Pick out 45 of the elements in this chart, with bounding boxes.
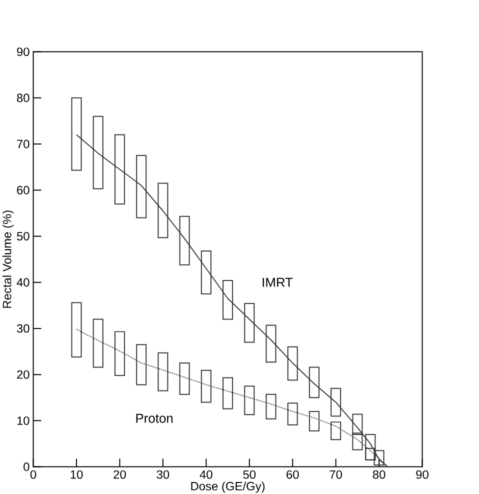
bar — [222, 377, 234, 410]
x-tick-label: 90 — [416, 470, 428, 479]
y-tick-label: 80 — [16, 94, 30, 102]
bar — [308, 366, 320, 398]
bar — [244, 386, 255, 416]
x-tick-label: 70 — [330, 470, 342, 479]
bar — [287, 346, 298, 381]
x-tick-label: 10 — [70, 470, 83, 479]
bar — [179, 216, 190, 266]
bar — [266, 394, 276, 420]
bar — [222, 280, 234, 320]
y-tick-label: 90 — [17, 48, 30, 56]
bar — [244, 303, 255, 343]
x-tick-label: 0 — [30, 470, 36, 479]
bar — [200, 250, 212, 294]
bar — [179, 362, 190, 395]
x-tick-label: 20 — [114, 470, 126, 479]
bar — [114, 331, 125, 376]
y-tick-label: 30 — [16, 324, 30, 333]
x-tick-label: 40 — [200, 470, 212, 479]
bar — [308, 410, 320, 432]
bar — [287, 402, 298, 426]
text: IMRT — [262, 278, 293, 287]
x-tick-label: 80 — [372, 470, 386, 479]
x-tick-label: 50 — [243, 470, 256, 479]
text: Proton — [136, 414, 173, 423]
bar — [266, 324, 276, 363]
bar — [200, 370, 212, 403]
y-axis-title: Rectal Volume (%) — [2, 210, 14, 308]
y-tick-label: 70 — [17, 140, 30, 148]
bar — [136, 155, 147, 218]
x-axis-title: Dose (GE/Gy) — [191, 482, 265, 493]
x-tick-label: 30 — [156, 470, 170, 479]
y-tick-label: 20 — [17, 370, 30, 379]
bar — [330, 388, 342, 417]
bar — [158, 352, 168, 392]
y-tick-label: 10 — [17, 416, 30, 425]
y-tick-label: 0 — [24, 462, 30, 472]
y-tick-label: 50 — [16, 232, 30, 240]
y-tick-label: 60 — [17, 186, 30, 194]
y-tick-label: 40 — [16, 278, 30, 287]
x-tick-label: 60 — [286, 470, 299, 479]
bar — [330, 422, 342, 440]
bar — [158, 182, 168, 238]
bar — [136, 344, 147, 386]
